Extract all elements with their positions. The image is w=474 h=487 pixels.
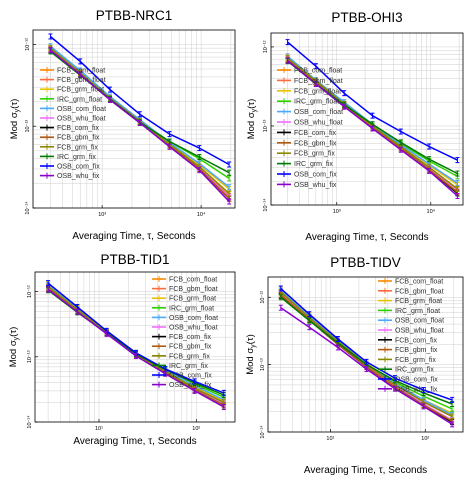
axes-frame	[32, 29, 236, 209]
x-axis-title: Averaging Time, τ, Seconds	[72, 231, 195, 242]
legend-label: OSB_com_float	[169, 315, 218, 322]
y-tick-label: 10⁻¹²	[27, 285, 33, 298]
legend-label: FCB_grm_float	[169, 296, 216, 303]
legend-label: FCB_grm_float	[294, 88, 341, 95]
x-tick-label: 10¹	[95, 426, 103, 432]
chart-title: PTBB-NRC1	[96, 8, 173, 23]
x-tick-label: 10⁴	[197, 211, 206, 218]
legend-label: FCB_gbm_float	[57, 77, 106, 84]
chart-panel-1: 10³ 10⁴ 10⁻¹⁴ 10⁻¹³ 10⁻¹² FCB_com_float FCB_gb…	[9, 8, 236, 242]
x-tick-label: 10¹	[326, 436, 334, 442]
legend-label: FCB_gbm_fix	[169, 344, 212, 351]
legend-label: FCB_gbm_float	[294, 78, 343, 85]
y-tick-label: 10⁻¹²	[25, 38, 31, 51]
y-tick-label: 10⁻¹²	[260, 291, 266, 304]
legend-label: OSB_whu_float	[294, 120, 343, 127]
y-axis-title: Mod σy(τ)	[9, 99, 21, 140]
x-tick-label: 10⁴	[427, 208, 436, 215]
legend-label: FCB_grm_fix	[57, 144, 98, 151]
legend-label: IRC_grm_fix	[57, 154, 96, 161]
legend-label: FCB_com_fix	[395, 337, 438, 344]
y-tick-label: 10⁻¹⁴	[262, 198, 269, 212]
legend-label: OSB_whu_float	[57, 116, 106, 123]
legend-label: OSB_com_float	[57, 106, 106, 113]
x-axis-title: Averaging Time, τ, Seconds	[73, 436, 196, 447]
y-tick-label: 10⁻¹³	[260, 358, 266, 371]
y-tick-label: 10⁻¹³	[263, 119, 269, 132]
axes-frame	[267, 276, 464, 433]
legend: FCB_com_float FCB_gbm_float FCB_grm_float I…	[277, 67, 343, 189]
legend: FCB_com_float FCB_gbm_float FCB_grm_float I…	[40, 67, 106, 180]
legend-label: FCB_gbm_fix	[395, 347, 438, 354]
legend-label: FCB_grm_fix	[395, 357, 436, 364]
chart-title: PTBB-TIDV	[330, 255, 401, 270]
legend-label: IRC_grm_fix	[294, 161, 333, 168]
legend-label: OSB_com_fix	[395, 377, 438, 384]
y-axis-title: Mod σy(τ)	[8, 327, 20, 368]
legend-label: IRC_grm_fix	[395, 367, 434, 374]
x-tick-label: 10³	[98, 212, 106, 218]
chart-panel-3: 10¹ 10² 10⁻¹⁴ 10⁻¹³ 10⁻¹² FCB_com_float FCB_gb…	[8, 252, 236, 447]
legend-label: FCB_gbm_fix	[57, 135, 100, 142]
legend-label: OSB_com_float	[395, 318, 444, 325]
legend-label: OSB_com_fix	[57, 164, 100, 171]
legend-label: IRC_grm_float	[395, 308, 440, 315]
y-tick-label: 10⁻¹⁴	[26, 415, 33, 429]
x-tick-label: 10²	[192, 426, 200, 432]
legend-label: FCB_com_float	[57, 68, 105, 75]
legend-label: OSB_com_fix	[294, 172, 337, 179]
legend-label: FCB_com_float	[294, 68, 342, 75]
legend-label: OSB_whu_fix	[395, 386, 438, 393]
legend-label: FCB_gbm_float	[169, 286, 218, 293]
y-tick-label: 10⁻¹³	[25, 120, 31, 133]
x-axis-title: Averaging Time, τ, Seconds	[305, 232, 428, 243]
legend-label: FCB_grm_float	[57, 87, 104, 94]
y-tick-label: 10⁻¹⁴	[24, 201, 31, 215]
chart-title: PTBB-TID1	[100, 252, 169, 267]
legend: FCB_com_float FCB_gbm_float FCB_grm_float I…	[152, 276, 218, 389]
chart-title: PTBB-OHI3	[331, 10, 402, 25]
legend-label: FCB_com_fix	[169, 334, 212, 341]
axes-frame	[270, 32, 464, 206]
legend-label: FCB_com_float	[395, 279, 443, 286]
legend-label: FCB_grm_fix	[169, 353, 210, 360]
legend-label: FCB_com_fix	[294, 130, 337, 137]
legend-label: IRC_grm_float	[57, 96, 102, 103]
chart-panel-2: 10³ 10⁴ 10⁻¹⁴ 10⁻¹³ 10⁻¹² FCB_com_float FCB_gb…	[246, 10, 464, 243]
legend-label: IRC_grm_fix	[169, 363, 208, 370]
legend-label: FCB_com_fix	[57, 125, 100, 132]
y-tick-label: 10⁻¹²	[263, 40, 269, 53]
legend-label: OSB_whu_float	[169, 325, 218, 332]
x-axis-title: Averaging Time, τ, Seconds	[304, 465, 427, 476]
legend-label: OSB_whu_fix	[169, 382, 212, 389]
y-axis-title: Mod σy(τ)	[245, 334, 257, 375]
chart-panel-4: 10¹ 10² 10⁻¹⁴ 10⁻¹³ 10⁻¹² FCB_com_float FCB_gb…	[245, 255, 464, 476]
legend-label: OSB_com_fix	[169, 373, 212, 380]
y-axis-title: Mod σy(τ)	[246, 99, 258, 140]
legend-label: FCB_grm_fix	[294, 151, 335, 158]
y-tick-label: 10⁻¹³	[27, 350, 33, 363]
y-tick-label: 10⁻¹⁴	[259, 425, 266, 439]
legend-label: FCB_gbm_float	[395, 288, 444, 295]
plot-area	[35, 272, 235, 422]
legend-label: OSB_whu_fix	[57, 173, 100, 180]
legend-label: FCB_gbm_fix	[294, 140, 337, 147]
axes-frame	[34, 271, 236, 423]
legend-label: OSB_whu_float	[395, 328, 444, 335]
legend-label: FCB_com_float	[169, 277, 217, 284]
legend: FCB_com_float FCB_gbm_float FCB_grm_float I…	[378, 278, 444, 393]
legend-label: OSB_whu_fix	[294, 182, 337, 189]
x-tick-label: 10²	[421, 436, 429, 442]
legend-label: IRC_grm_float	[169, 305, 214, 312]
x-tick-label: 10³	[333, 209, 341, 215]
legend-label: IRC_grm_float	[294, 99, 339, 106]
legend-label: FCB_grm_float	[395, 298, 442, 305]
legend-label: OSB_com_float	[294, 109, 343, 116]
